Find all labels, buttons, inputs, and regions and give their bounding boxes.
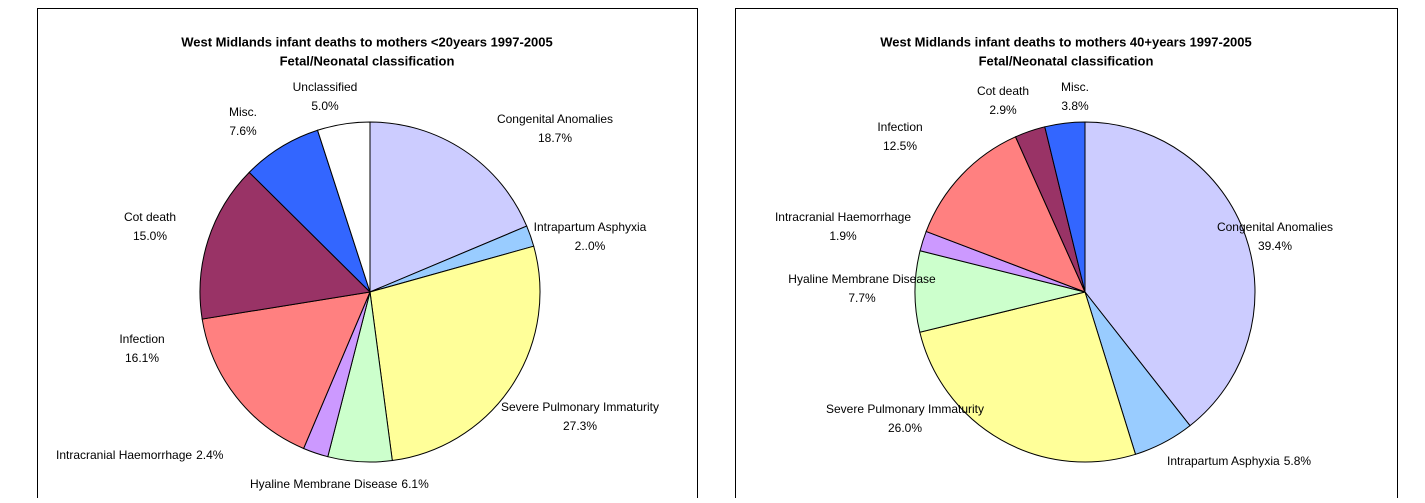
slice-value-label: 39.4%	[1258, 239, 1292, 253]
pie-slice	[925, 136, 1086, 293]
pie-slice	[316, 121, 371, 293]
pie-slice	[919, 291, 1137, 463]
slice-label: Intrapartum Asphyxia	[534, 220, 647, 234]
slice-label: Congenital Anomalies	[497, 112, 613, 126]
slice-label: Intrapartum Asphyxia 5.8%	[1167, 454, 1311, 468]
slice-label: Unclassified	[293, 80, 358, 94]
slice-value-label: 12.5%	[883, 139, 917, 153]
slice-value-label: 6.1%	[401, 477, 429, 491]
slice-name: Intrapartum Asphyxia	[1167, 454, 1280, 468]
slice-value-label: 2.9%	[989, 103, 1017, 117]
slice-value-label: 1.9%	[829, 229, 857, 243]
slice-value-label: 16.1%	[125, 351, 159, 365]
pie-slice	[201, 291, 371, 450]
slice-label: Misc.	[229, 105, 257, 119]
slice-label: Cot death	[124, 210, 176, 224]
pie-slice	[369, 121, 528, 293]
slice-value-label: 15.0%	[133, 229, 167, 243]
slice-value-label: 7.6%	[229, 124, 257, 138]
slice-name: Intracranial Haemorrhage	[56, 448, 192, 462]
slice-label: Hyaline Membrane Disease 6.1%	[250, 477, 429, 491]
chart-subtitle: Fetal/Neonatal classification	[979, 53, 1154, 68]
slice-label: Hyaline Membrane Disease	[788, 272, 936, 286]
slice-label: Severe Pulmonary Immaturity	[826, 402, 984, 416]
chart-subtitle: Fetal/Neonatal classification	[280, 53, 455, 68]
slice-label: Misc.	[1061, 80, 1089, 94]
slice-value-label: 5.8%	[1284, 454, 1312, 468]
slice-value-label: 26.0%	[888, 421, 922, 435]
slice-label: Intracranial Haemorrhage	[775, 210, 911, 224]
pie-slice	[199, 171, 372, 320]
slice-value-label: 5.0%	[311, 99, 339, 113]
slice-value-label: 18.7%	[538, 131, 572, 145]
chart-title: West Midlands infant deaths to mothers <…	[181, 34, 552, 49]
slice-value-label: 7.7%	[848, 291, 876, 305]
slice-label: Infection	[877, 120, 922, 134]
pie-slice	[1044, 121, 1086, 293]
slice-name: Hyaline Membrane Disease	[250, 477, 398, 491]
slice-label: Cot death	[977, 84, 1029, 98]
slice-label: Intracranial Haemorrhage 2.4%	[56, 448, 224, 462]
slice-value-label: 3.8%	[1061, 99, 1089, 113]
pie-slice	[1084, 121, 1256, 427]
slice-value-label: 2..0%	[575, 239, 606, 253]
slice-label: Infection	[119, 332, 164, 346]
pie-slice	[369, 245, 541, 462]
slice-value-label: 2.4%	[196, 448, 224, 462]
slice-value-label: 27.3%	[563, 419, 597, 433]
chart-title: West Midlands infant deaths to mothers 4…	[880, 34, 1251, 49]
slice-label: Severe Pulmonary Immaturity	[501, 400, 659, 414]
slice-label: Congenital Anomalies	[1217, 220, 1333, 234]
